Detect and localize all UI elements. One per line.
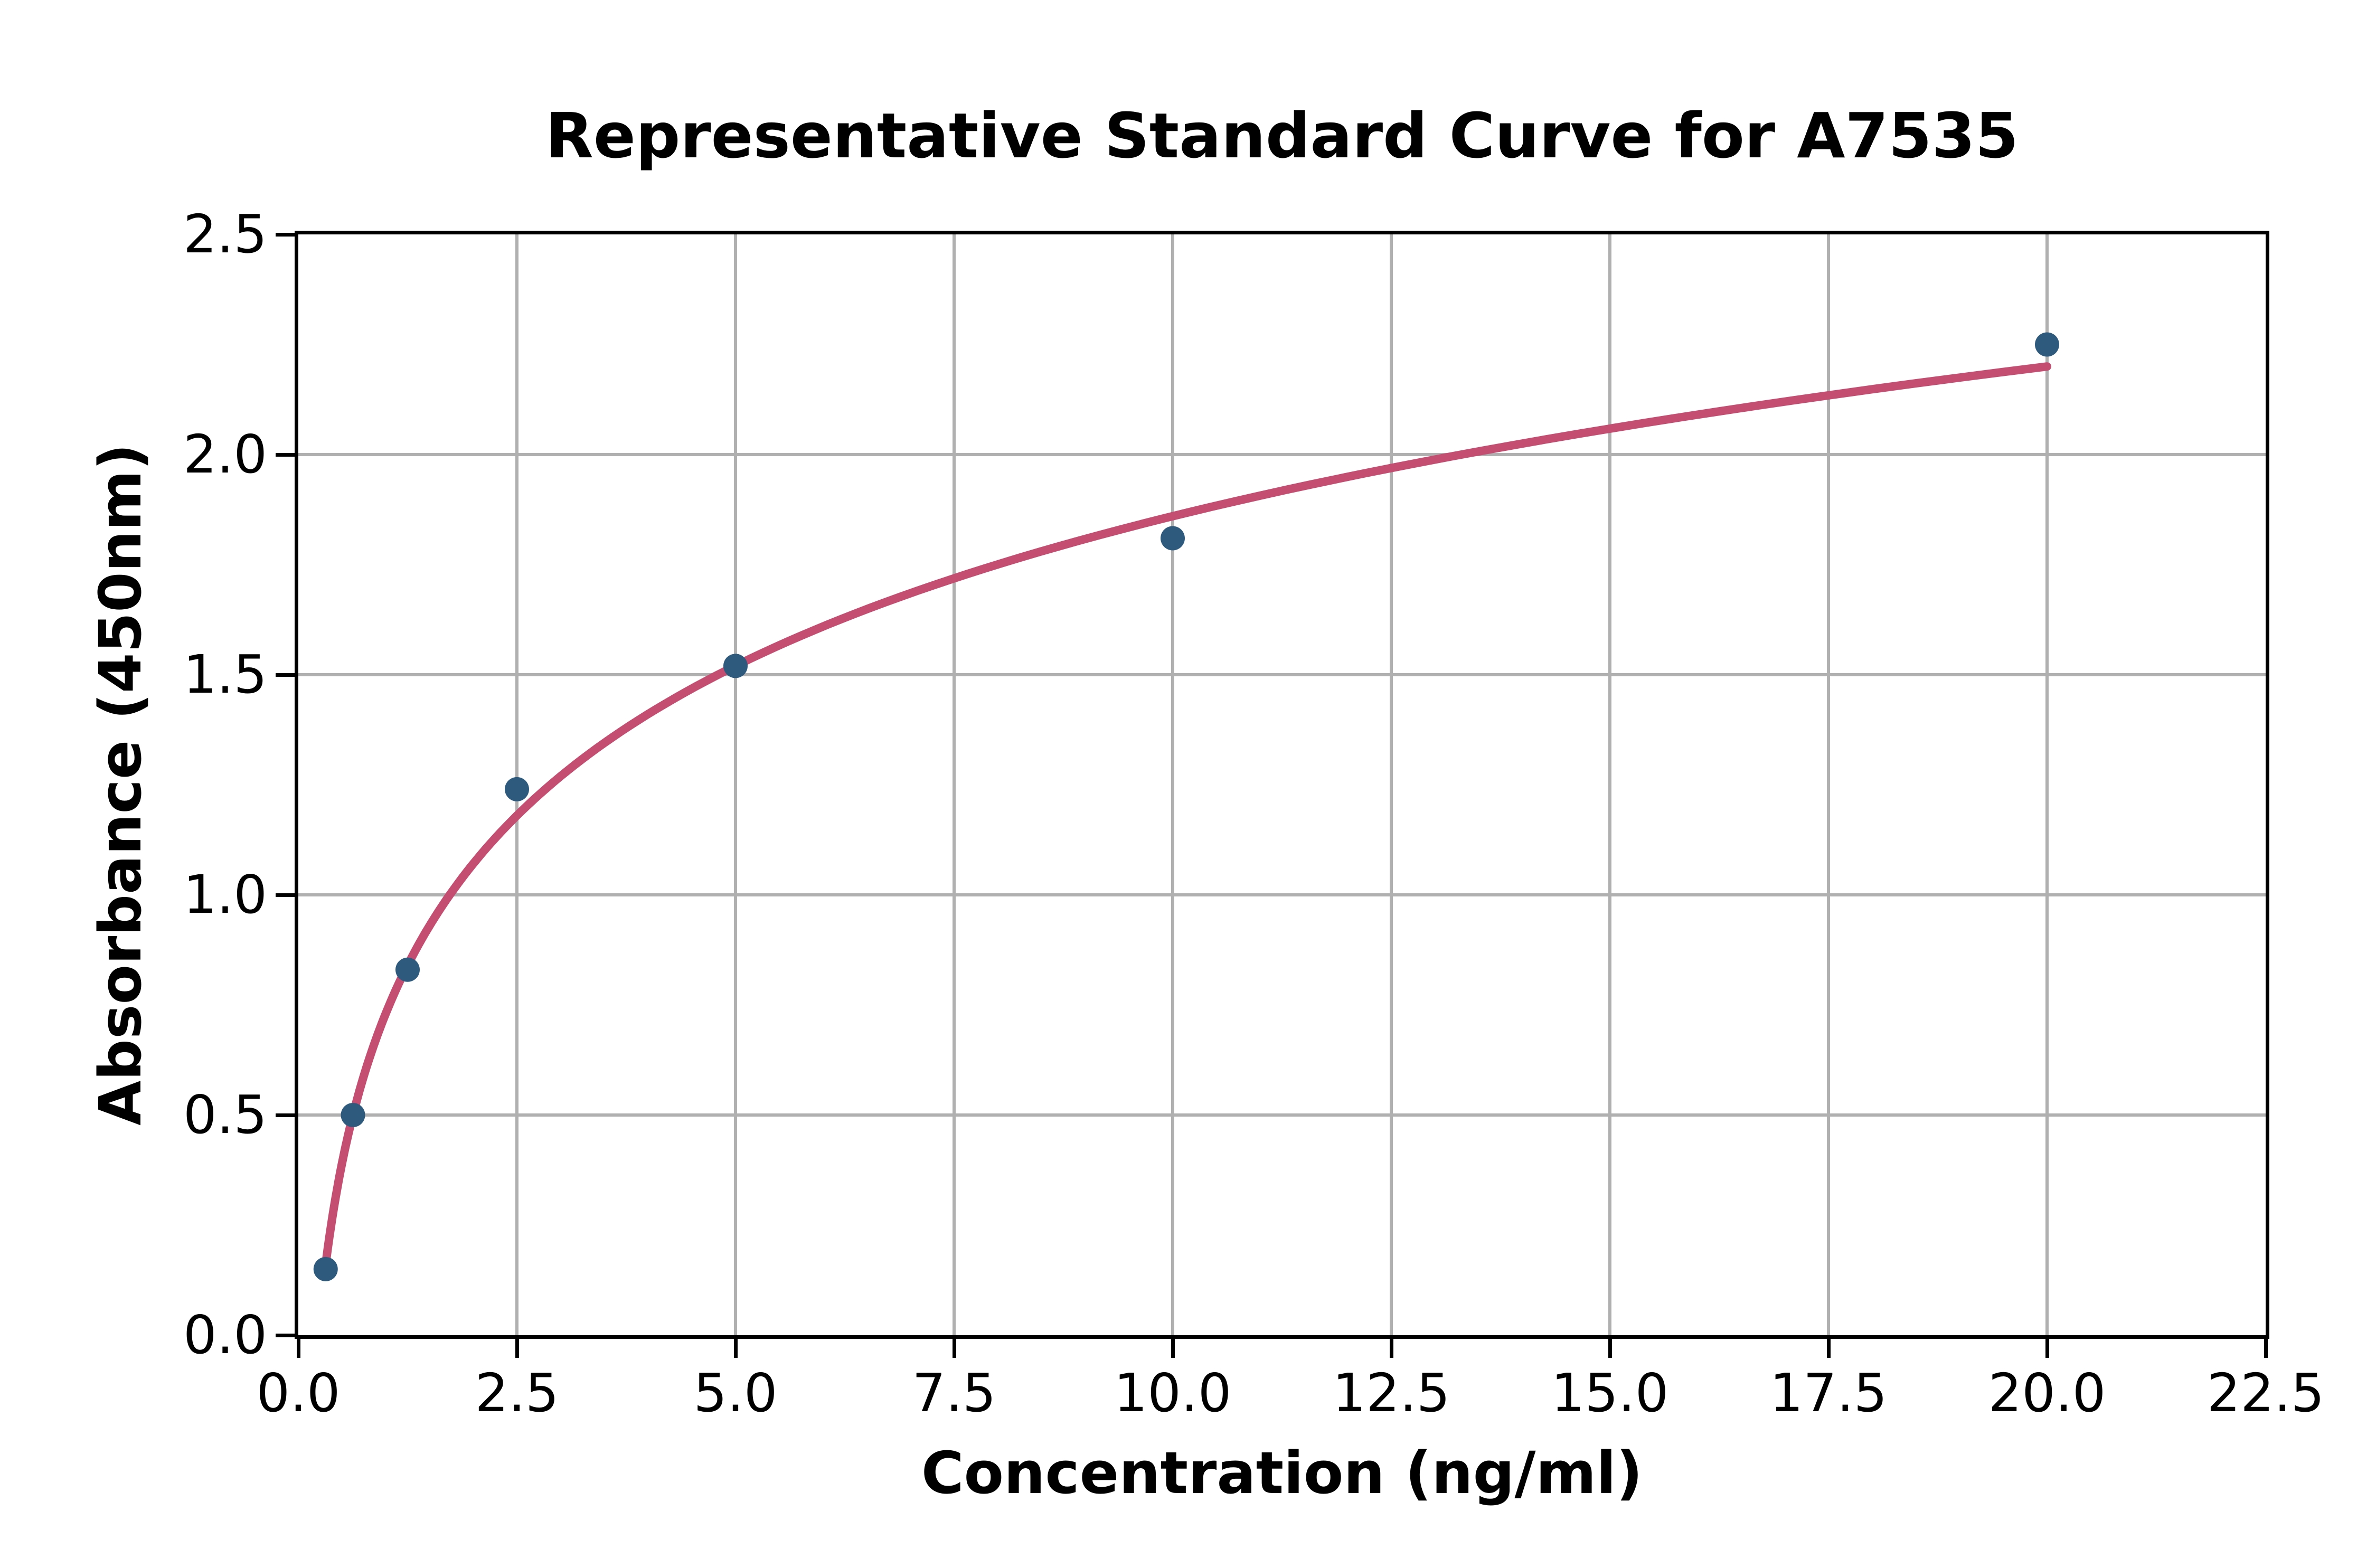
y-tick-label-0.0: 0.0 <box>183 1304 267 1366</box>
data-point-3 <box>395 957 420 982</box>
y-tick-label-0.5: 0.5 <box>183 1084 267 1146</box>
x-tick-2.5 <box>515 1339 519 1358</box>
x-tick-label-12.5: 12.5 <box>1332 1362 1450 1424</box>
x-tick-22.5 <box>2264 1339 2268 1358</box>
x-tick-label-17.5: 17.5 <box>1769 1362 1888 1424</box>
x-tick-12.5 <box>1389 1339 1393 1358</box>
x-tick-17.5 <box>1826 1339 1831 1358</box>
data-points-layer <box>313 332 2059 1281</box>
data-point-4 <box>505 777 529 801</box>
grid-layer <box>298 234 2266 1335</box>
x-tick-label-5.0: 5.0 <box>693 1362 778 1424</box>
x-tick-10.0 <box>1171 1339 1175 1358</box>
fit-curve <box>321 362 2051 1269</box>
x-tick-15.0 <box>1608 1339 1612 1358</box>
x-tick-label-7.5: 7.5 <box>912 1362 996 1424</box>
data-point-7 <box>2035 332 2059 357</box>
x-tick-label-0.0: 0.0 <box>256 1362 341 1424</box>
y-tick-1.5 <box>276 673 295 677</box>
x-tick-label-2.5: 2.5 <box>475 1362 559 1424</box>
x-tick-label-10.0: 10.0 <box>1114 1362 1232 1424</box>
y-tick-2.5 <box>276 232 295 237</box>
x-axis-title: Concentration (ng/ml) <box>921 1439 1643 1507</box>
y-axis-title: Absorbance (450nm) <box>87 443 154 1126</box>
y-tick-2.0 <box>276 452 295 457</box>
y-tick-label-2.5: 2.5 <box>183 203 267 265</box>
plot-area <box>295 231 2269 1339</box>
data-point-5 <box>723 654 748 678</box>
x-tick-0.0 <box>296 1339 300 1358</box>
plot-canvas <box>298 234 2266 1335</box>
x-tick-label-20.0: 20.0 <box>1988 1362 2106 1424</box>
data-point-2 <box>341 1103 365 1127</box>
chart-title: Representative Standard Curve for A7535 <box>545 99 2019 172</box>
y-tick-label-1.5: 1.5 <box>183 644 267 705</box>
y-tick-0.5 <box>276 1113 295 1117</box>
y-tick-0.0 <box>276 1333 295 1337</box>
x-tick-20.0 <box>2045 1339 2049 1358</box>
x-tick-5.0 <box>733 1339 738 1358</box>
data-point-6 <box>1161 526 1185 551</box>
x-tick-label-15.0: 15.0 <box>1551 1362 1669 1424</box>
x-tick-label-22.5: 22.5 <box>2207 1362 2325 1424</box>
y-tick-1.0 <box>276 893 295 897</box>
x-tick-7.5 <box>952 1339 956 1358</box>
y-tick-label-1.0: 1.0 <box>183 864 267 925</box>
y-tick-label-2.0: 2.0 <box>183 423 267 485</box>
data-point-1 <box>313 1257 338 1281</box>
